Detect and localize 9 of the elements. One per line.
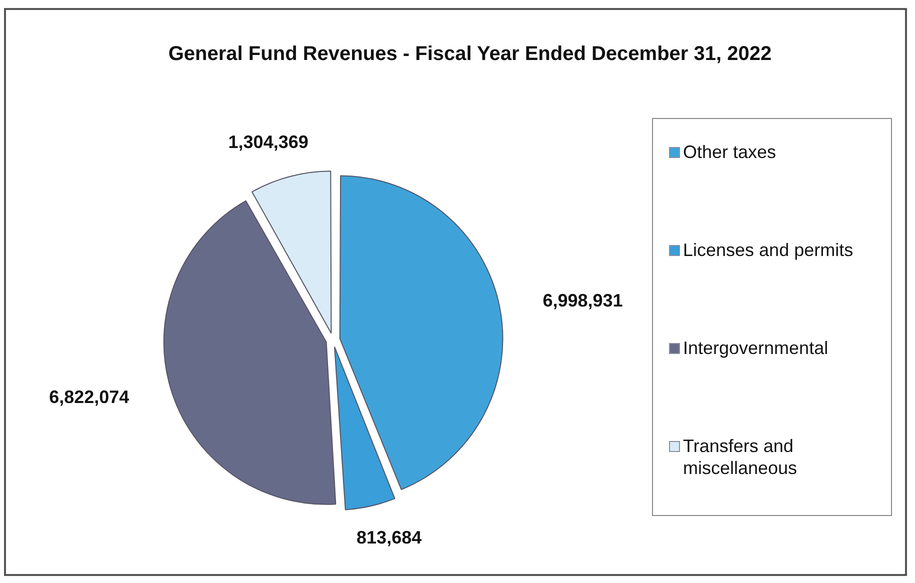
legend-label: Other taxes <box>683 141 776 163</box>
data-label: 813,684 <box>356 527 422 548</box>
legend-label: Transfers and miscellaneous <box>683 435 798 479</box>
data-label: 6,998,931 <box>542 290 623 310</box>
chart-title: General Fund Revenues - Fiscal Year Ended December 31, 2022 <box>167 42 773 67</box>
data-label: 6,822,074 <box>49 386 130 407</box>
legend-label: Licenses and permits <box>683 239 854 261</box>
data-label: 1,304,369 <box>228 132 308 152</box>
legend-label: Intergovernmental <box>683 337 828 359</box>
